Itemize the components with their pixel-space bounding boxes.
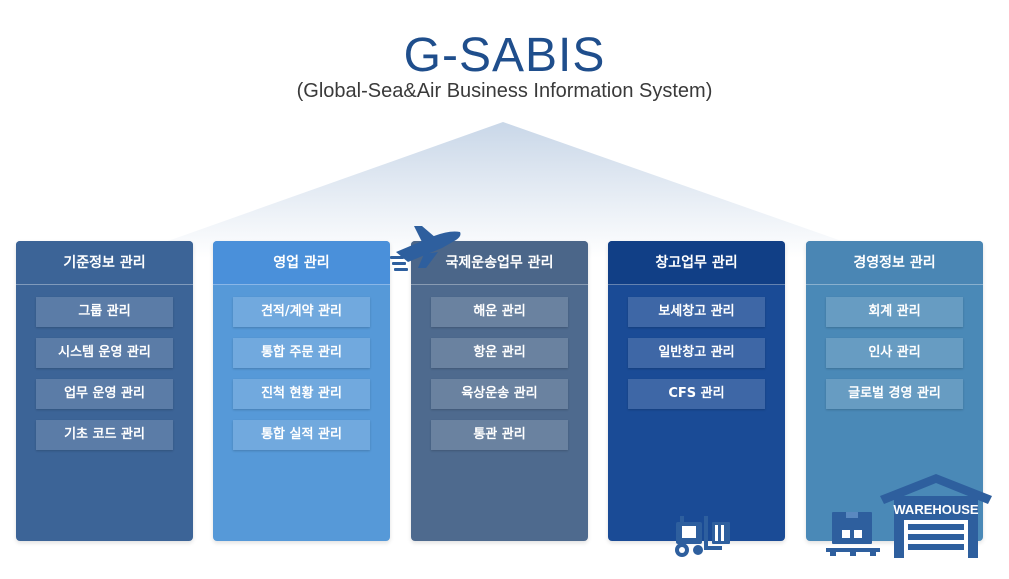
forklift-icon — [675, 516, 730, 557]
module-title[interactable]: 기준정보 관리 — [16, 241, 193, 285]
menu-item-system-operation[interactable]: 시스템 운영 관리 — [36, 338, 173, 368]
menu-item-integrated-order[interactable]: 통합 주문 관리 — [233, 338, 370, 368]
menu-item-group[interactable]: 그룹 관리 — [36, 297, 173, 327]
menu-item-progress-status[interactable]: 진척 현황 관리 — [233, 379, 370, 409]
menu-item-air[interactable]: 항운 관리 — [431, 338, 568, 368]
boxes-icon — [826, 512, 880, 556]
module-warehouse: 창고업무 관리 보세창고 관리 일반창고 관리 CFS 관리 — [608, 241, 785, 541]
module-title[interactable]: 창고업무 관리 — [608, 241, 785, 285]
menu-item-hr[interactable]: 인사 관리 — [826, 338, 963, 368]
menu-item-integrated-results[interactable]: 통합 실적 관리 — [233, 420, 370, 450]
menu-item-customs[interactable]: 통관 관리 — [431, 420, 568, 450]
module-management-info: 경영정보 관리 회계 관리 인사 관리 글로벌 경영 관리 — [806, 241, 983, 541]
module-intl-transport: 국제운송업무 관리 해운 관리 항운 관리 육상운송 관리 통관 관리 — [411, 241, 588, 541]
warehouse-label: WAREHOUSE — [893, 502, 979, 517]
warehouse-icon: WAREHOUSE — [880, 474, 992, 558]
app-subtitle: (Global-Sea&Air Business Information Sys… — [296, 80, 713, 102]
menu-item-land-transport[interactable]: 육상운송 관리 — [431, 379, 568, 409]
menu-item-shipping[interactable]: 해운 관리 — [431, 297, 568, 327]
app-title: G-SABIS — [403, 29, 606, 82]
menu-item-global-management[interactable]: 글로벌 경영 관리 — [826, 379, 963, 409]
module-sales: 영업 관리 견적/계약 관리 통합 주문 관리 진척 현황 관리 통합 실적 관… — [213, 241, 390, 541]
module-title[interactable]: 경영정보 관리 — [806, 241, 983, 285]
menu-item-base-code[interactable]: 기초 코드 관리 — [36, 420, 173, 450]
airplane-icon — [390, 226, 461, 271]
menu-item-business-operation[interactable]: 업무 운영 관리 — [36, 379, 173, 409]
menu-item-cfs[interactable]: CFS 관리 — [628, 379, 765, 409]
menu-item-accounting[interactable]: 회계 관리 — [826, 297, 963, 327]
menu-item-quote-contract[interactable]: 견적/계약 관리 — [233, 297, 370, 327]
module-title[interactable]: 영업 관리 — [213, 241, 390, 285]
menu-item-bonded-warehouse[interactable]: 보세창고 관리 — [628, 297, 765, 327]
module-base-info: 기준정보 관리 그룹 관리 시스템 운영 관리 업무 운영 관리 기초 코드 관… — [16, 241, 193, 541]
roof-shape — [120, 122, 890, 258]
menu-item-general-warehouse[interactable]: 일반창고 관리 — [628, 338, 765, 368]
